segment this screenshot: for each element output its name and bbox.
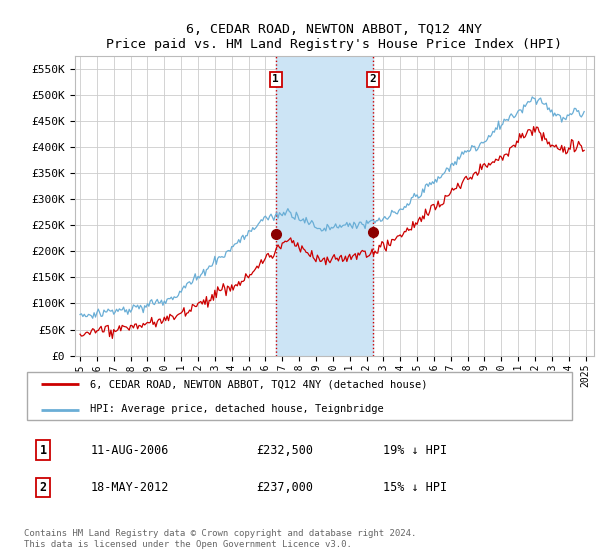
Text: £232,500: £232,500 bbox=[256, 444, 313, 457]
Text: 2: 2 bbox=[370, 74, 376, 85]
Text: £237,000: £237,000 bbox=[256, 481, 313, 494]
Text: 15% ↓ HPI: 15% ↓ HPI bbox=[383, 481, 447, 494]
Text: Contains HM Land Registry data © Crown copyright and database right 2024.
This d: Contains HM Land Registry data © Crown c… bbox=[24, 529, 416, 549]
Text: 2: 2 bbox=[40, 481, 47, 494]
Text: 11-AUG-2006: 11-AUG-2006 bbox=[90, 444, 169, 457]
Title: 6, CEDAR ROAD, NEWTON ABBOT, TQ12 4NY
Price paid vs. HM Land Registry's House Pr: 6, CEDAR ROAD, NEWTON ABBOT, TQ12 4NY Pr… bbox=[107, 22, 563, 50]
Text: 1: 1 bbox=[40, 444, 47, 457]
Bar bbox=[276, 56, 373, 356]
Text: 6, CEDAR ROAD, NEWTON ABBOT, TQ12 4NY (detached house): 6, CEDAR ROAD, NEWTON ABBOT, TQ12 4NY (d… bbox=[90, 380, 428, 390]
Text: 1: 1 bbox=[272, 74, 279, 85]
FancyBboxPatch shape bbox=[27, 372, 572, 420]
Text: 18-MAY-2012: 18-MAY-2012 bbox=[90, 481, 169, 494]
Text: 19% ↓ HPI: 19% ↓ HPI bbox=[383, 444, 447, 457]
Text: HPI: Average price, detached house, Teignbridge: HPI: Average price, detached house, Teig… bbox=[90, 404, 384, 414]
